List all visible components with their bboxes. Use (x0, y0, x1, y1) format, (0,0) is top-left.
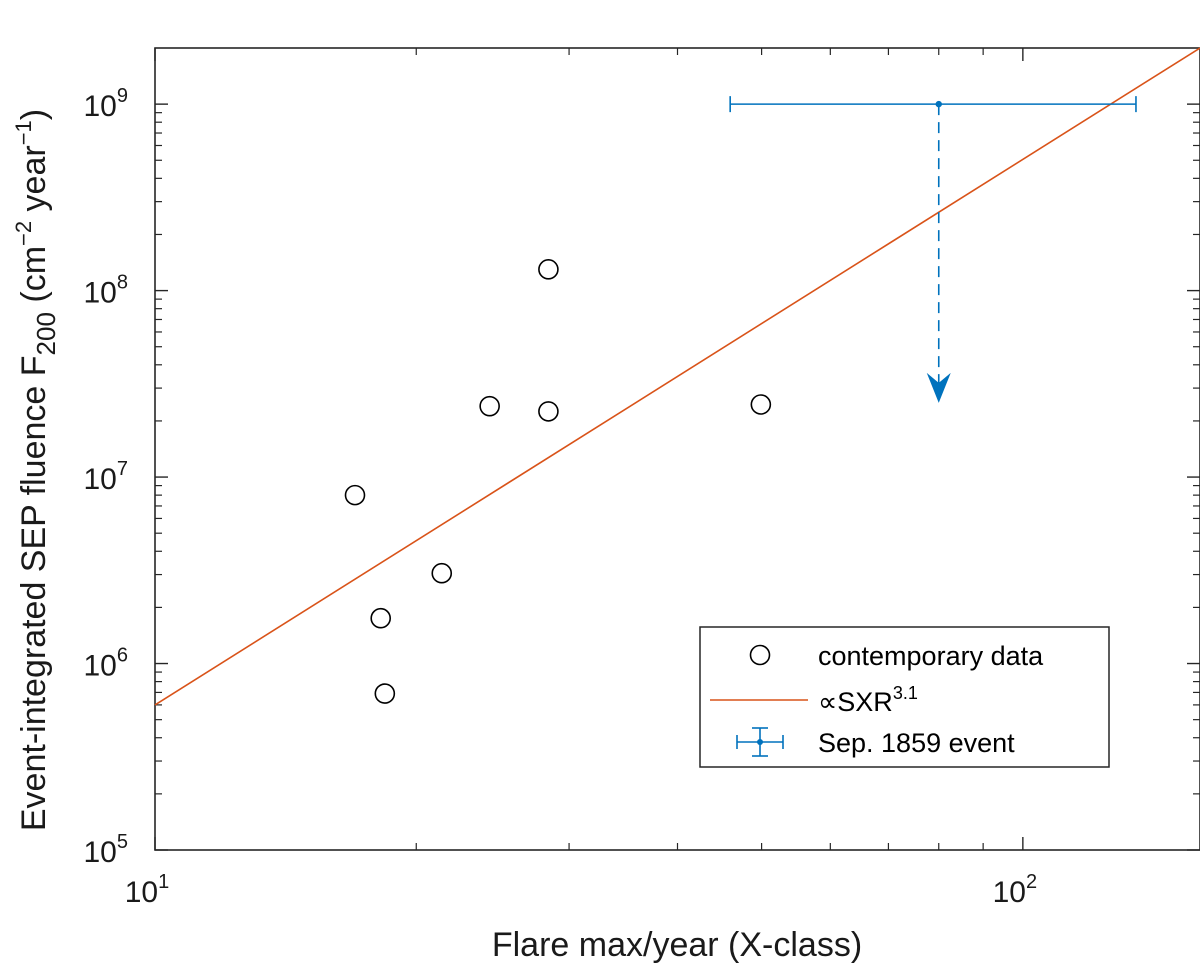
data-point (370, 607, 392, 629)
data-point (431, 562, 453, 584)
y-axis-title: Event-integrated SEP fluence F200 (cm−2 … (11, 109, 61, 831)
minor-ticks (155, 48, 1200, 850)
data-point (538, 401, 559, 422)
y-axis-title-units-mid: year (15, 145, 53, 221)
legend-label-contemporary: contemporary data (818, 641, 1044, 671)
data-point (750, 394, 772, 415)
event-1859-errorbar (729, 96, 1137, 385)
y-axis-title-exp2: −1 (11, 120, 36, 145)
data-point (344, 484, 366, 506)
x-tick-label: 101 (125, 871, 170, 909)
x-axis-title: Flare max/year (X-class) (492, 926, 862, 964)
legend-label-fit: ∝SXR3.1 (818, 683, 918, 717)
y-tick-label: 107 (84, 458, 129, 496)
axes (154, 47, 1200, 851)
plot-area (154, 47, 1200, 706)
y-axis-title-prefix: Event-integrated SEP fluence F (15, 355, 53, 831)
y-tick-label: 108 (84, 272, 129, 310)
y-axis-title-exp1: −2 (11, 221, 36, 246)
data-point (479, 395, 500, 417)
y-axis-title-units-open: (cm (15, 246, 53, 312)
y-axis-title-subscript: 200 (31, 312, 61, 355)
y-tick-label: 106 (84, 645, 129, 683)
y-axis-title-units-close: ) (15, 109, 53, 120)
y-tick-label: 105 (84, 831, 129, 869)
legend-marker-1859 (736, 727, 784, 757)
event-1859-point (935, 100, 942, 108)
legend: contemporary data ∝SXR3.1 Sep. 1859 even… (699, 626, 1110, 768)
upper-limit-arrowhead (926, 372, 951, 403)
y-tick-label: 109 (84, 85, 129, 123)
legend-label-1859: Sep. 1859 event (818, 728, 1015, 758)
data-point (374, 683, 396, 704)
legend-marker-contemporary (749, 644, 771, 666)
x-tick-label: 102 (993, 871, 1038, 909)
x-ticks: 101 102 (125, 48, 1037, 909)
y-ticks: 105 106 107 108 109 (84, 85, 1200, 869)
data-point (538, 259, 559, 280)
fit-line (154, 47, 1200, 706)
